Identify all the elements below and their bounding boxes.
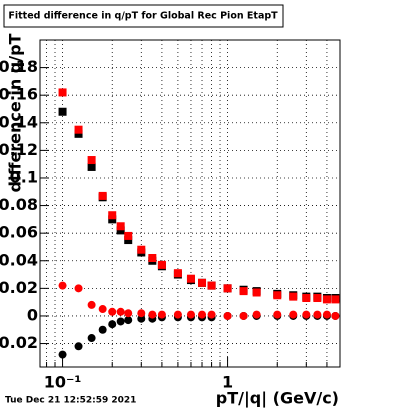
- y-tick-label: 0.06: [0, 223, 38, 242]
- timestamp: Tue Dec 21 12:52:59 2021: [5, 396, 136, 406]
- point: [239, 311, 248, 320]
- point: [108, 307, 117, 316]
- y-tick-label: 0.16: [0, 85, 38, 104]
- point: [273, 310, 282, 319]
- x-axis-label: pT/|q| (GeV/c): [216, 389, 339, 409]
- x-tick-label: 10⁻¹: [44, 373, 82, 392]
- point: [322, 310, 331, 319]
- point: [223, 284, 232, 293]
- point: [74, 284, 83, 293]
- point: [207, 281, 216, 290]
- point: [331, 295, 340, 304]
- point: [124, 309, 133, 318]
- title-box: [3, 4, 284, 28]
- point: [108, 211, 117, 220]
- point: [116, 317, 125, 326]
- point: [223, 311, 232, 320]
- point: [116, 307, 125, 316]
- point: [186, 274, 195, 283]
- point: [173, 269, 182, 278]
- point: [289, 310, 298, 319]
- point: [74, 342, 83, 351]
- point: [124, 316, 133, 325]
- point: [157, 260, 166, 269]
- point: [98, 325, 107, 334]
- point: [186, 310, 195, 319]
- point: [58, 88, 67, 97]
- point: [58, 107, 67, 116]
- point: [198, 278, 207, 287]
- point: [137, 245, 146, 254]
- point: [137, 314, 146, 323]
- y-tick-label: 0.18: [0, 57, 38, 76]
- point: [313, 310, 322, 319]
- point: [108, 320, 117, 329]
- plot-frame: [39, 39, 341, 368]
- point: [116, 222, 125, 231]
- point: [322, 295, 331, 304]
- y-tick-label: -0.02: [0, 333, 38, 352]
- point: [302, 294, 311, 303]
- point: [74, 129, 83, 138]
- point: [124, 236, 133, 245]
- point: [148, 310, 157, 319]
- point: [87, 162, 96, 171]
- point: [313, 294, 322, 303]
- point: [87, 156, 96, 165]
- point: [87, 300, 96, 309]
- point: [137, 309, 146, 318]
- chart-title: Fitted difference in q/pT for Global Rec…: [8, 11, 278, 22]
- point: [207, 310, 216, 319]
- y-tick-label: 0.08: [0, 195, 38, 214]
- point: [302, 310, 311, 319]
- y-tick-label: 0.12: [0, 140, 38, 159]
- point: [331, 311, 340, 320]
- point: [252, 310, 261, 319]
- y-tick-label: 0: [27, 305, 38, 324]
- point: [124, 231, 133, 240]
- point: [289, 292, 298, 301]
- point: [58, 350, 67, 359]
- y-tick-label: 0.02: [0, 278, 38, 297]
- point: [74, 125, 83, 134]
- point: [116, 226, 125, 235]
- point: [148, 254, 157, 262]
- y-tick-label: 0.04: [0, 250, 38, 269]
- point: [198, 310, 207, 319]
- point: [87, 334, 96, 343]
- x-tick-label: 1: [222, 373, 233, 392]
- point: [98, 191, 107, 200]
- point: [58, 281, 67, 290]
- point: [108, 215, 117, 224]
- point: [252, 288, 261, 297]
- point: [273, 291, 282, 300]
- point: [98, 305, 107, 314]
- point: [173, 310, 182, 319]
- y-tick-label: 0.1: [10, 167, 38, 186]
- point: [239, 287, 248, 296]
- y-axis-label: difference in q/pT: [6, 33, 25, 192]
- y-tick-label: 0.14: [0, 112, 38, 131]
- point: [157, 310, 166, 319]
